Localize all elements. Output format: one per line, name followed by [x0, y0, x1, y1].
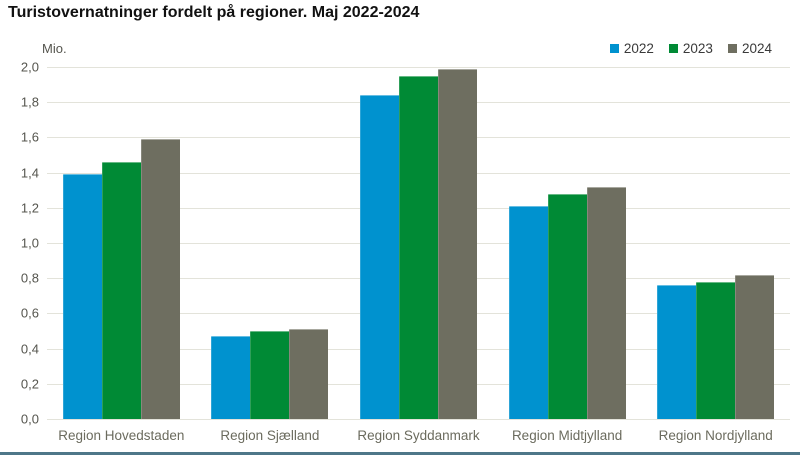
legend-swatch-2022: [609, 44, 619, 53]
bar-2024: [735, 274, 775, 419]
bar-2023: [696, 281, 736, 419]
y-axis-tick-label: 0,8: [20, 270, 39, 286]
y-axis-tick-label: 0,0: [20, 411, 39, 427]
bar-2024: [289, 329, 329, 419]
bar-2024: [438, 68, 477, 419]
legend-label: 2024: [741, 41, 772, 56]
x-axis-category-label: Region Nordjylland: [658, 428, 773, 443]
bar-2022: [508, 206, 548, 419]
gridline: [47, 67, 790, 68]
bar-2022: [62, 174, 102, 419]
y-axis-tick-label: 1,6: [20, 129, 39, 145]
bar-group: [211, 67, 329, 419]
gridline: [47, 419, 790, 420]
bar-2022: [657, 285, 697, 419]
bar-2023: [547, 193, 587, 419]
bar-group: [657, 67, 775, 419]
plot-area: 0,0 0,2 0,4 0,6 0,8 1,0 1,2 1,4 1,6 1,8 2,0 Region …: [21, 60, 790, 443]
x-axis-category-label: Region Hovedstaden: [58, 428, 185, 443]
bottom-divider: [0, 452, 800, 455]
x-axis-category-label: Region Syddanmark: [357, 428, 480, 443]
bar-2023: [250, 331, 290, 419]
legend-swatch-2024: [727, 44, 737, 53]
y-axis-tick-label: 1,0: [20, 235, 39, 251]
legend-label: 2023: [682, 41, 713, 56]
y-axis-tick-label: 0,2: [20, 376, 39, 392]
bar-2022: [360, 95, 399, 419]
bar-2023: [101, 162, 141, 419]
bar-group: [360, 67, 477, 419]
bar-2023: [399, 75, 438, 419]
bar-2024: [140, 139, 180, 419]
y-axis-tick-label: 0,4: [20, 341, 39, 357]
y-axis-tick-label: 1,4: [20, 165, 39, 181]
legend-swatch-2023: [668, 44, 678, 53]
x-axis-category-label: Region Sjælland: [220, 428, 320, 443]
y-axis-unit-label: Mio.: [42, 41, 67, 56]
chart-title: Turistovernatninger fordelt på regioner.…: [8, 4, 420, 21]
bar-2024: [586, 186, 626, 419]
legend-item-2023: 2023: [668, 41, 713, 56]
y-axis-tick-label: 1,2: [20, 200, 39, 216]
y-axis-tick-label: 0,6: [20, 305, 39, 321]
y-axis-tick-label: 2,0: [20, 59, 39, 75]
x-axis-category-label: Region Midtjylland: [511, 428, 623, 443]
bar-group: [62, 67, 180, 419]
bar-group: [508, 67, 626, 419]
y-axis-tick-label: 1,8: [20, 94, 39, 110]
legend-item-2022: 2022: [609, 41, 654, 56]
legend-item-2024: 2024: [727, 41, 772, 56]
bar-2022: [211, 336, 251, 419]
legend-label: 2022: [623, 41, 654, 56]
legend: 2022 2023 2024: [609, 41, 772, 56]
